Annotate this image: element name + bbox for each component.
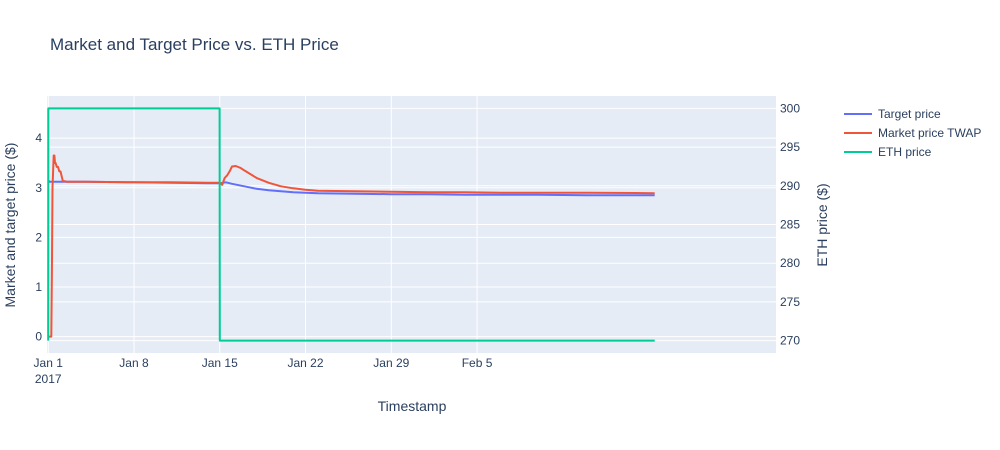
chart-title: Market and Target Price vs. ETH Price: [50, 35, 339, 54]
y-axis-left-title: Market and target price ($): [2, 143, 18, 308]
y-right-tick-label: 270: [780, 334, 800, 348]
x-axis-title: Timestamp: [378, 398, 447, 414]
legend-item-market-price-twap[interactable]: Market price TWAP: [844, 126, 981, 140]
y-left-tick-label: 3: [35, 181, 42, 195]
y-right-tick-label: 295: [780, 140, 800, 154]
series-line-eth-price: [47, 107, 655, 342]
x-tick-label: Jan 8: [119, 356, 149, 370]
y-left-tick-label: 1: [35, 280, 42, 294]
y-left-tick-label: 0: [35, 330, 42, 344]
legend-item-target-price[interactable]: Target price: [844, 107, 941, 121]
legend-label-target-price: Target price: [878, 107, 941, 121]
legend[interactable]: Target price Market price TWAP ETH price: [844, 107, 981, 159]
series-line-market-price-twap: [48, 154, 655, 338]
y-right-tick-label: 290: [780, 179, 800, 193]
y-axis-right-title: ETH price ($): [814, 183, 830, 266]
x-tick-label: Jan 22: [288, 356, 324, 370]
y-left-tick-label: 4: [35, 131, 42, 145]
x-tick-label: Jan 1: [34, 356, 64, 370]
x-tick-label: Feb 5: [462, 356, 493, 370]
y-right-tick-label: 275: [780, 295, 800, 309]
x-tick-label: Jan 15: [202, 356, 238, 370]
legend-label-eth-price: ETH price: [878, 145, 932, 159]
y-right-tick-label: 300: [780, 101, 800, 115]
legend-item-eth-price[interactable]: ETH price: [844, 145, 932, 159]
x-tick-label: Jan 29: [373, 356, 409, 370]
legend-label-market-price-twap: Market price TWAP: [878, 126, 981, 140]
y-left-tick-label: 2: [35, 230, 42, 244]
y-right-tick-label: 280: [780, 256, 800, 270]
series-lines: [47, 107, 655, 342]
x-tick-sublabel: 2017: [35, 372, 62, 386]
y-right-tick-label: 285: [780, 218, 800, 232]
tick-labels: Jan 1 2017 Jan 8 Jan 15 Jan 22 Jan 29 Feb 5 0 1 2…: [34, 101, 801, 386]
